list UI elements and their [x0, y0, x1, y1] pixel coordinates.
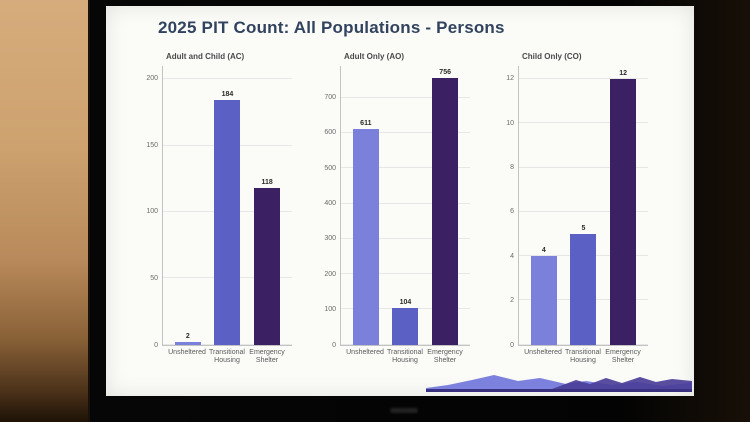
y-axis-tick-label: 600	[324, 129, 336, 137]
y-axis-tick-label: 0	[510, 341, 514, 349]
chart-panel-adult-only-ao-: Adult Only (AO) 0 100 200 300 400 500 600 700 611…	[320, 52, 470, 366]
bar-value-label: 756	[439, 69, 451, 76]
y-axis-tick-label: 2	[510, 297, 514, 305]
x-axis-label: Unsheltered	[346, 348, 384, 356]
gridline	[341, 96, 470, 98]
x-axis: Unsheltered Transitional Housing Emergency…	[518, 346, 648, 367]
gridline	[163, 78, 292, 80]
wall-background	[0, 0, 96, 422]
bar-emergency-shelter: 118	[254, 179, 281, 345]
gridline	[519, 166, 648, 168]
mountain-graphic	[426, 375, 692, 392]
x-axis-label: Transitional Housing	[209, 348, 245, 365]
bar-unsheltered: 2	[174, 333, 201, 345]
tv-bezel: 2025 PIT Count: All Populations - Person…	[88, 0, 750, 422]
mountain-dark-shape	[544, 377, 692, 392]
bar-transitional-housing: 5	[570, 225, 597, 345]
bar-chart-group: Adult and Child (AC) 0 50 100 150 200 2 184 118 U…	[142, 52, 648, 366]
bar-slot: 611	[352, 66, 379, 345]
bar-slot: 2	[174, 66, 201, 345]
y-axis-tick-label: 200	[324, 270, 336, 278]
chart-title: Adult and Child (AC)	[166, 52, 245, 61]
y-axis-tick-label: 500	[324, 164, 336, 172]
bar-slot: 756	[432, 66, 459, 345]
y-axis-tick-label: 300	[324, 235, 336, 243]
gridline	[519, 122, 648, 124]
y-axis-tick-label: 50	[150, 274, 158, 282]
gridline	[341, 167, 470, 169]
x-axis-label: Transitional Housing	[387, 348, 423, 365]
bar-transitional-housing: 184	[214, 91, 241, 345]
bar-value-label: 4	[541, 247, 546, 255]
plot-area: 4 5 12	[518, 66, 648, 346]
x-axis: Unsheltered Transitional Housing Emergency…	[162, 346, 292, 367]
y-axis-tick-label: 400	[324, 199, 336, 207]
y-axis-tick-label: 4	[510, 252, 514, 260]
treeline-base	[426, 389, 692, 392]
bar-slot: 5	[570, 66, 597, 345]
bar-value-label: 12	[619, 70, 628, 78]
bar-value-label: 184	[221, 91, 234, 99]
bar-value-label: 104	[399, 298, 412, 306]
x-axis-label: Unsheltered	[524, 348, 562, 356]
presentation-slide: 2025 PIT Count: All Populations - Person…	[106, 6, 694, 396]
x-axis-label: Emergency Shelter	[427, 348, 463, 365]
gridline	[341, 273, 470, 274]
chart-panel-child-only-co-: Child Only (CO) 0 2 4 6 8 10 12 4 5 12 Unsheltered T…	[498, 52, 648, 366]
gridline	[341, 237, 470, 239]
y-axis-tick-label: 200	[146, 75, 158, 83]
gridline	[519, 210, 648, 212]
plot-area: 2 184 118	[162, 66, 292, 346]
y-axis-tick-label: 100	[324, 306, 336, 314]
gridline	[519, 78, 648, 80]
y-axis: 0 100 200 300 400 500 600 700	[320, 66, 340, 349]
x-axis-label: Emergency Shelter	[249, 348, 285, 365]
gridline	[341, 131, 470, 133]
y-axis-tick-label: 12	[506, 75, 514, 83]
y-axis: 0 50 100 150 200	[142, 66, 162, 349]
y-axis-tick-label: 0	[154, 341, 158, 349]
bar-emergency-shelter: 756	[432, 69, 459, 345]
bar-value-label: 5	[581, 224, 586, 232]
bar-transitional-housing: 104	[392, 299, 419, 345]
y-axis-tick-label: 10	[506, 119, 514, 127]
x-axis: Unsheltered Transitional Housing Emergency…	[340, 346, 470, 367]
bar-emergency-shelter: 12	[610, 70, 637, 345]
y-axis: 0 2 4 6 8 10 12	[498, 66, 518, 349]
bar-slot: 12	[610, 66, 637, 345]
y-axis-tick-label: 6	[510, 208, 514, 216]
y-axis-tick-label: 0	[332, 341, 336, 349]
y-axis-tick-label: 150	[146, 141, 158, 149]
bar-unsheltered: 4	[530, 247, 557, 345]
bar-slot: 4	[530, 66, 557, 345]
x-axis-label: Emergency Shelter	[605, 348, 641, 365]
x-axis-label: Unsheltered	[168, 348, 206, 356]
chart-panel-adult-and-child-ac-: Adult and Child (AC) 0 50 100 150 200 2 184 118 U…	[142, 52, 292, 366]
x-axis-label: Transitional Housing	[565, 348, 601, 365]
plot-area: 611 104 756	[340, 66, 470, 346]
bar-value-label: 611	[360, 120, 372, 128]
bar-slot: 184	[214, 66, 241, 345]
y-axis-tick-label: 700	[324, 93, 336, 101]
gridline	[341, 202, 470, 204]
slide-title: 2025 PIT Count: All Populations - Person…	[158, 18, 505, 37]
bar-value-label: 118	[261, 179, 273, 187]
bar-value-label: 2	[185, 332, 190, 340]
bar-slot: 104	[392, 66, 419, 345]
y-axis-tick-label: 100	[146, 208, 158, 216]
bar-unsheltered: 611	[352, 120, 379, 345]
bar-slot: 118	[254, 66, 281, 345]
y-axis-tick-label: 8	[510, 164, 514, 172]
tv-brand-logo	[390, 408, 418, 413]
chart-title: Adult Only (AO)	[344, 52, 404, 61]
chart-title: Child Only (CO)	[522, 52, 582, 61]
